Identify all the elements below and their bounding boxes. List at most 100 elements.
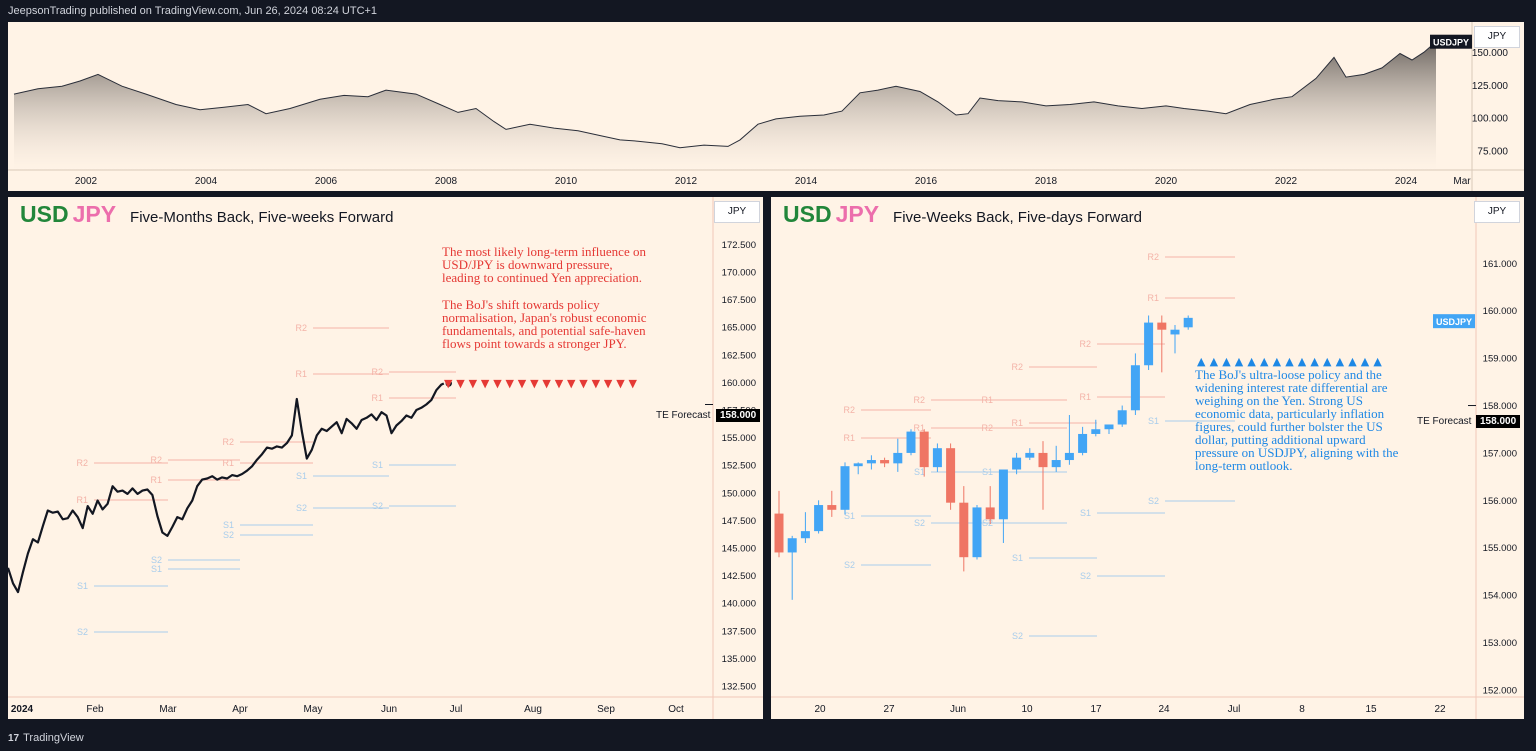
daily-symbol-tag: USDJPY	[1436, 317, 1472, 327]
weekly-pivot-label: R1	[150, 475, 162, 485]
daily-candle-body	[1038, 452, 1048, 468]
daily-candle-body	[1051, 460, 1061, 468]
daily-candle-body	[998, 469, 1008, 520]
daily-up-marker: ▲	[1210, 355, 1219, 368]
daily-y-tick: 153.000	[1483, 638, 1517, 649]
daily-pivot-label: R2	[1011, 362, 1023, 372]
weekly-pivot-label: S1	[223, 520, 234, 530]
daily-title-usd: USD	[783, 201, 832, 227]
weekly-pivot-label: S2	[77, 627, 88, 637]
daily-x-tick: 24	[1158, 704, 1170, 715]
weekly-down-marker: ▼	[469, 377, 478, 390]
weekly-pivot-label: R1	[76, 495, 88, 505]
daily-x-tick: 15	[1365, 704, 1377, 715]
weekly-pivot-label: R2	[150, 455, 162, 465]
daily-candle-body	[840, 466, 850, 510]
daily-x-tick: 22	[1434, 704, 1446, 715]
daily-pane[interactable]: 162.000161.000160.000159.000158.000157.0…	[771, 197, 1524, 719]
weekly-last-point	[445, 380, 452, 387]
daily-symbol-tag-bg	[1433, 314, 1475, 329]
weekly-ticker-box[interactable]: JPY	[714, 201, 760, 223]
weekly-down-marker: ▼	[592, 377, 601, 390]
weekly-down-marker: ▼	[567, 377, 576, 390]
weekly-y-tick: 147.500	[722, 516, 756, 527]
weekly-y-tick: 137.500	[722, 626, 756, 637]
daily-annotation: The BoJ's ultra-loose policy and the wid…	[1195, 368, 1405, 486]
weekly-x-tick: Oct	[668, 704, 684, 715]
weekly-y-tick: 155.000	[722, 433, 756, 444]
daily-up-marker: ▲	[1361, 355, 1370, 368]
daily-pivot-label: S2	[1012, 631, 1023, 641]
daily-candle-body	[906, 431, 916, 453]
daily-y-tick: 152.000	[1483, 685, 1517, 696]
daily-title: USD JPY Five-Weeks Back, Five-days Forward	[783, 201, 1142, 228]
weekly-annotation-p1: The most likely long-term influence on U…	[442, 244, 646, 285]
weekly-down-marker: ▼	[530, 377, 539, 390]
daily-y-tick: 156.000	[1483, 496, 1517, 507]
overview-x-tick: 2022	[1275, 176, 1298, 187]
daily-up-marker: ▲	[1310, 355, 1319, 368]
daily-candle-body	[1078, 433, 1088, 453]
daily-pivot-label: R1	[843, 433, 855, 443]
weekly-down-marker: ▼	[506, 377, 515, 390]
daily-ticker-box[interactable]: JPY	[1474, 201, 1520, 223]
weekly-pivot-label: R1	[222, 458, 234, 468]
overview-y-tick: 125.000	[1472, 81, 1509, 92]
daily-y-tick: 154.000	[1483, 591, 1517, 602]
weekly-y-tick: 142.500	[722, 571, 756, 582]
daily-y-tick: 159.000	[1483, 354, 1517, 365]
weekly-annotation: The most likely long-term influence on U…	[442, 245, 652, 364]
daily-up-marker: ▲	[1336, 355, 1345, 368]
daily-pivot-label: R2	[913, 395, 925, 405]
daily-pivot-label: S1	[914, 467, 925, 477]
daily-up-marker: ▲	[1235, 355, 1244, 368]
daily-pivot-label: R2	[1079, 339, 1091, 349]
weekly-forecast-label: TE Forecast	[656, 410, 711, 421]
weekly-chart: 175.000172.500170.000167.500165.000162.5…	[8, 197, 763, 719]
daily-x-tick: 17	[1090, 704, 1102, 715]
weekly-down-marker: ▼	[629, 377, 638, 390]
overview-ticker-box[interactable]: JPY	[1474, 26, 1520, 48]
weekly-down-marker: ▼	[616, 377, 625, 390]
daily-pivot-label: R2	[843, 405, 855, 415]
daily-candle-body	[946, 448, 956, 503]
weekly-down-marker: ▼	[456, 377, 465, 390]
weekly-pivot-label: S2	[296, 503, 307, 513]
daily-pivot-label: S2	[844, 560, 855, 570]
daily-up-marker: ▲	[1247, 355, 1256, 368]
weekly-x-tick: Mar	[159, 704, 177, 715]
daily-y-tick: 157.000	[1483, 448, 1517, 459]
daily-y-tick: 158.000	[1483, 401, 1517, 412]
weekly-pivot-label: R2	[371, 367, 383, 377]
daily-candle-body	[1091, 429, 1101, 434]
daily-candle-body	[985, 507, 995, 520]
weekly-y-tick: 160.000	[722, 378, 756, 389]
weekly-pivot-label: R1	[371, 393, 383, 403]
daily-pivot-label: S2	[1080, 571, 1091, 581]
daily-candle-body	[827, 505, 837, 510]
daily-up-marker: ▲	[1273, 355, 1282, 368]
daily-pivot-label: R1	[1079, 392, 1091, 402]
weekly-down-marker: ▼	[555, 377, 564, 390]
weekly-y-tick: 140.000	[722, 599, 756, 610]
daily-title-subtitle: Five-Weeks Back, Five-days Forward	[893, 209, 1142, 226]
weekly-annotation-p2: The BoJ's shift towards policy normalisa…	[442, 297, 647, 351]
overview-y-tick: 100.000	[1472, 114, 1509, 125]
daily-annotation-p1: The BoJ's ultra-loose policy and the wid…	[1195, 367, 1399, 473]
weekly-down-marker: ▼	[444, 377, 453, 390]
overview-area-fill	[14, 41, 1436, 171]
overview-y-tick: 75.000	[1477, 146, 1508, 157]
weekly-pane[interactable]: 175.000172.500170.000167.500165.000162.5…	[8, 197, 763, 719]
daily-x-tick: 27	[883, 704, 895, 715]
daily-candle-body	[1104, 424, 1114, 430]
daily-candle-body	[1025, 452, 1035, 458]
weekly-title-jpy: JPY	[72, 201, 117, 227]
weekly-title-subtitle: Five-Months Back, Five-weeks Forward	[130, 209, 394, 226]
daily-up-marker: ▲	[1285, 355, 1294, 368]
daily-pivot-label: S1	[1080, 508, 1091, 518]
weekly-pivot-label: S2	[223, 530, 234, 540]
overview-pane[interactable]: 2002 2004 2006 2008 2010 2012 2014 2016 2018 2020…	[8, 22, 1524, 191]
weekly-x-tick: Sep	[597, 704, 615, 715]
daily-candle-body	[880, 460, 890, 464]
overview-x-tick: Mar	[1453, 176, 1471, 187]
